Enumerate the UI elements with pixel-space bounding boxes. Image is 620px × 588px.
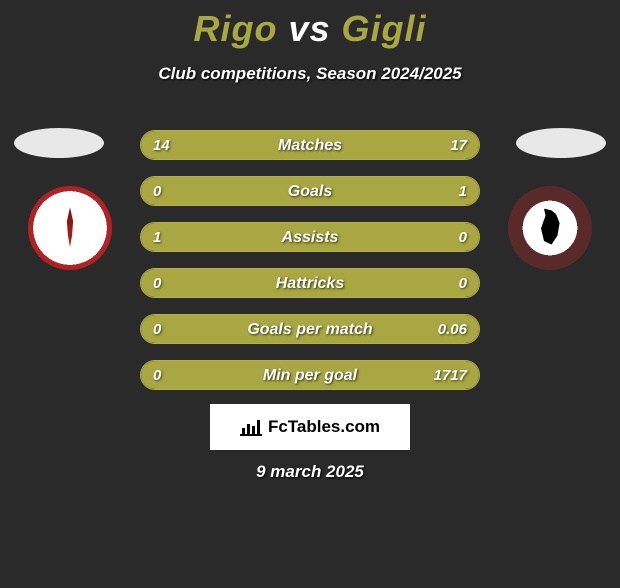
stat-row: 00Hattricks (140, 268, 480, 298)
subtitle: Club competitions, Season 2024/2025 (0, 64, 620, 84)
stat-label: Goals per match (141, 315, 479, 344)
stat-row: 10Assists (140, 222, 480, 252)
stat-row: 01717Min per goal (140, 360, 480, 390)
player1-club-badge (28, 186, 112, 270)
stat-label: Goals (141, 177, 479, 206)
source-text: FcTables.com (268, 417, 380, 437)
player2-flag (516, 128, 606, 158)
player2-name: Gigli (342, 8, 427, 49)
player2-club-badge (508, 186, 592, 270)
source-attribution: FcTables.com (210, 404, 410, 450)
player1-flag (14, 128, 104, 158)
stat-row: 01Goals (140, 176, 480, 206)
stats-area: 1417Matches 01Goals 10Assists 00Hattricks 00… (140, 130, 480, 406)
chart-icon (240, 418, 262, 436)
stat-row: 00.06Goals per match (140, 314, 480, 344)
stat-row: 1417Matches (140, 130, 480, 160)
stat-label: Matches (141, 131, 479, 160)
date-text: 9 march 2025 (0, 462, 620, 482)
comparison-title: Rigo vs Gigli (0, 8, 620, 50)
player1-name: Rigo (193, 8, 277, 49)
vs-text: vs (288, 8, 330, 49)
stat-label: Min per goal (141, 361, 479, 390)
stat-label: Assists (141, 223, 479, 252)
stat-label: Hattricks (141, 269, 479, 298)
